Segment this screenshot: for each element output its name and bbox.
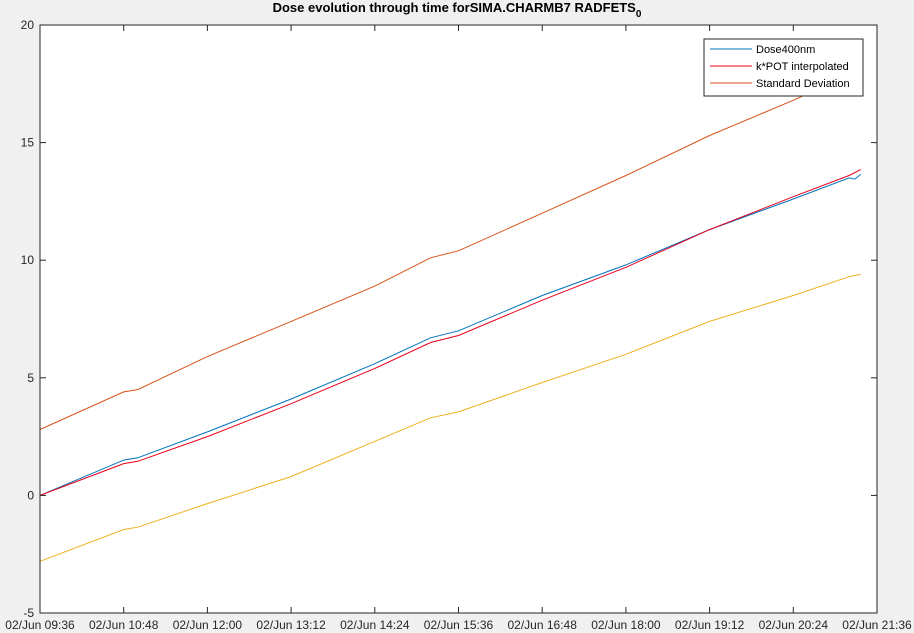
chart-title: Dose evolution through time forSIMA.CHAR… xyxy=(273,0,642,20)
legend-label: Standard Deviation xyxy=(756,78,850,90)
y-tick-label: 5 xyxy=(27,371,34,385)
x-tick-label: 02/Jun 12:00 xyxy=(173,618,243,632)
y-tick-label: 0 xyxy=(27,488,34,502)
x-tick-label: 02/Jun 13:12 xyxy=(256,618,326,632)
y-tick-label: 15 xyxy=(21,136,35,150)
legend: Dose400nm k*POT interpolated Standard Devi… xyxy=(703,38,864,97)
series-line-2 xyxy=(39,169,861,496)
series-line-4 xyxy=(39,273,861,562)
x-tick-label: 02/Jun 09:36 xyxy=(5,618,75,632)
y-tick-label: -5 xyxy=(23,606,34,620)
legend-label: k*POT interpolated xyxy=(756,61,849,73)
x-tick-label: 02/Jun 14:24 xyxy=(340,618,410,632)
series-line-3 xyxy=(39,80,836,430)
x-tick-label: 02/Jun 20:24 xyxy=(759,618,829,632)
series-layer xyxy=(39,80,862,562)
chart-title-subscript: 0 xyxy=(636,9,642,20)
x-tick-label: 02/Jun 19:12 xyxy=(675,618,745,632)
series-line-1 xyxy=(39,174,862,496)
x-tick-label: 02/Jun 15:36 xyxy=(424,618,494,632)
x-tick-label: 02/Jun 18:00 xyxy=(591,618,661,632)
chart-title-main: Dose evolution through time forSIMA.CHAR… xyxy=(273,0,637,15)
x-tick-label: 02/Jun 10:48 xyxy=(89,618,159,632)
y-tick-label: 10 xyxy=(21,253,35,267)
axis-layer: -5 0 5 10 15 20 02/Jun 09:36 02/Jun 10:48 02/Jun… xyxy=(5,18,912,632)
x-tick-label: 02/Jun 21:36 xyxy=(842,618,912,632)
plot-background xyxy=(40,25,877,613)
y-tick-label: 20 xyxy=(21,18,35,32)
x-tick-label: 02/Jun 16:48 xyxy=(507,618,577,632)
legend-label: Dose400nm xyxy=(756,44,815,56)
